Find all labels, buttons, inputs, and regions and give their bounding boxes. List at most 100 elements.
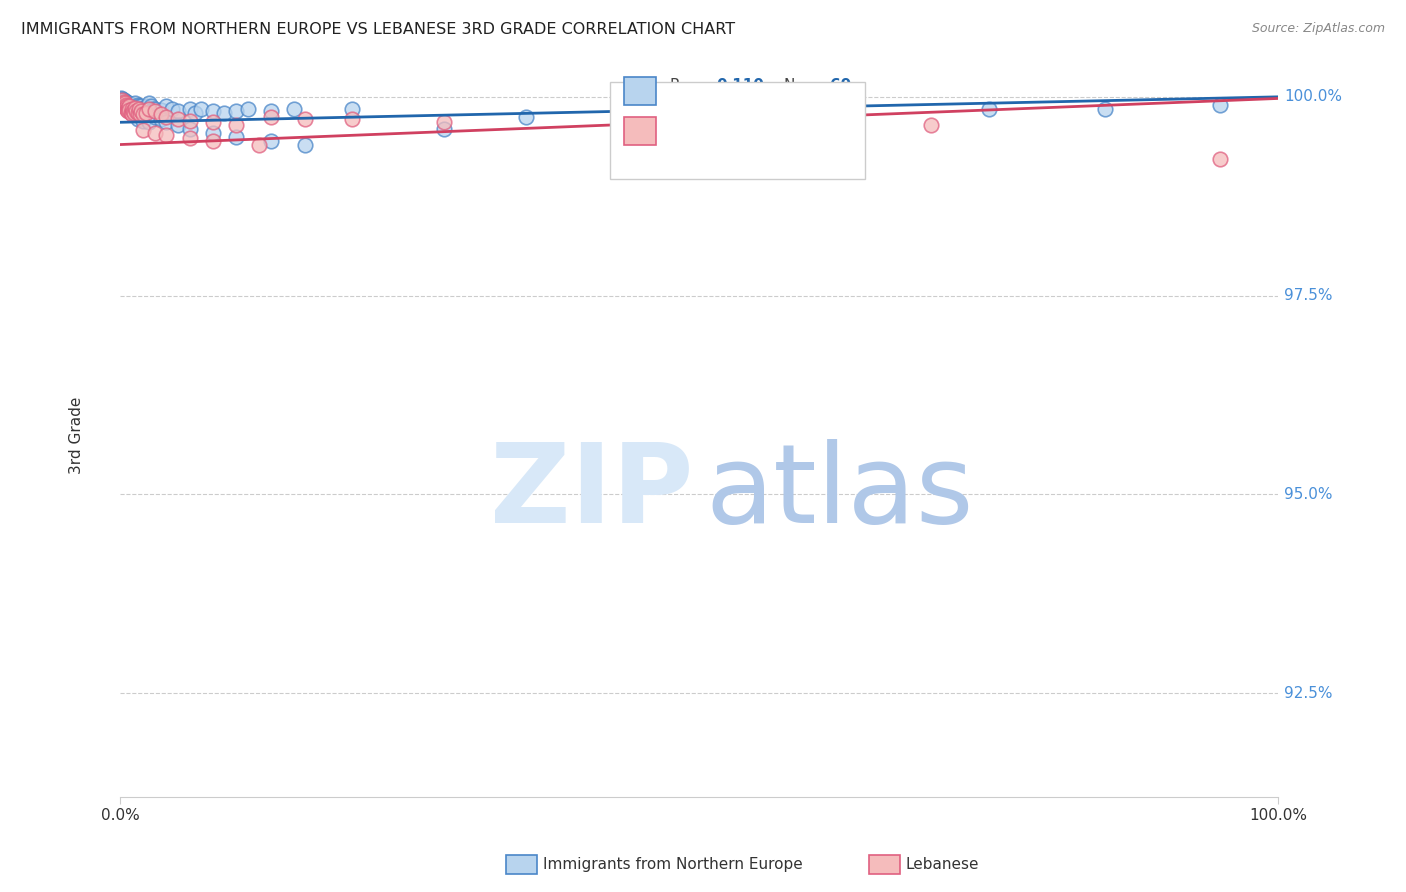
Point [128,107,150,121]
Point [247,137,270,152]
Point [236,102,259,116]
Point [115,97,138,112]
Point [132,101,155,115]
Point [804,105,827,120]
Point [149,112,172,127]
Point [138,115,160,129]
Point [135,99,157,113]
Point [260,134,283,148]
Point [132,113,155,128]
Text: 100.0%: 100.0% [1284,89,1343,104]
Point [127,112,149,127]
Point [977,102,1000,116]
Point [1094,102,1116,116]
Text: 92.5%: 92.5% [1284,686,1333,701]
Point [149,107,172,121]
Point [201,134,224,148]
Point [132,123,155,137]
Point [515,110,537,124]
Point [117,104,139,119]
Point [340,112,363,127]
Text: Source: ZipAtlas.com: Source: ZipAtlas.com [1251,22,1385,36]
Point [111,93,134,107]
Point [129,99,152,113]
Point [433,121,456,136]
Point [167,112,190,127]
Point [260,110,283,124]
Point [135,102,157,116]
Point [294,137,316,152]
Point [135,105,157,120]
Point [115,97,138,112]
Point [122,104,145,119]
Point [340,102,363,116]
Point [128,102,150,116]
Point [115,95,138,109]
Point [115,99,138,113]
Point [138,102,160,116]
Point [125,102,148,116]
Point [433,115,456,129]
Point [162,102,184,116]
Point [127,105,149,120]
Point [124,101,146,115]
Point [118,96,141,111]
Point [225,118,247,132]
Text: atlas: atlas [704,439,973,546]
Point [121,104,143,119]
FancyBboxPatch shape [624,117,657,145]
Point [141,99,163,113]
Point [118,102,141,116]
Point [128,102,150,116]
Point [115,99,138,113]
Point [283,102,305,116]
Text: ZIP: ZIP [491,439,693,546]
Point [225,104,247,119]
Text: 69: 69 [830,78,852,93]
Text: N =: N = [783,78,813,93]
Point [179,121,201,136]
Point [149,103,172,117]
Point [122,105,145,120]
Text: N =: N = [783,118,813,133]
Point [122,105,145,120]
FancyBboxPatch shape [610,82,865,179]
Point [117,101,139,115]
Point [115,103,138,117]
Point [143,110,166,124]
Point [179,131,201,145]
Point [167,118,190,132]
Point [122,107,145,121]
Point [118,99,141,113]
Point [143,126,166,140]
Point [260,104,283,119]
Text: 95.0%: 95.0% [1284,487,1333,502]
Point [121,102,143,116]
Point [121,99,143,113]
Point [138,102,160,116]
Point [214,105,236,120]
Text: 3rd Grade: 3rd Grade [69,396,83,474]
Text: 44: 44 [830,118,852,133]
Point [128,99,150,113]
Text: 0.110: 0.110 [717,78,765,93]
Point [179,113,201,128]
Point [118,103,141,117]
Point [294,112,316,127]
Point [201,126,224,140]
Point [114,96,136,111]
Point [117,101,139,115]
Point [142,102,165,116]
Point [688,102,710,116]
Point [184,105,207,120]
Point [120,97,142,112]
Point [122,99,145,113]
Point [132,107,155,121]
Point [129,104,152,119]
Point [225,129,247,144]
Point [120,103,142,117]
Text: Immigrants from Northern Europe: Immigrants from Northern Europe [543,857,803,871]
Point [112,95,135,109]
Point [112,95,135,109]
Point [122,101,145,115]
